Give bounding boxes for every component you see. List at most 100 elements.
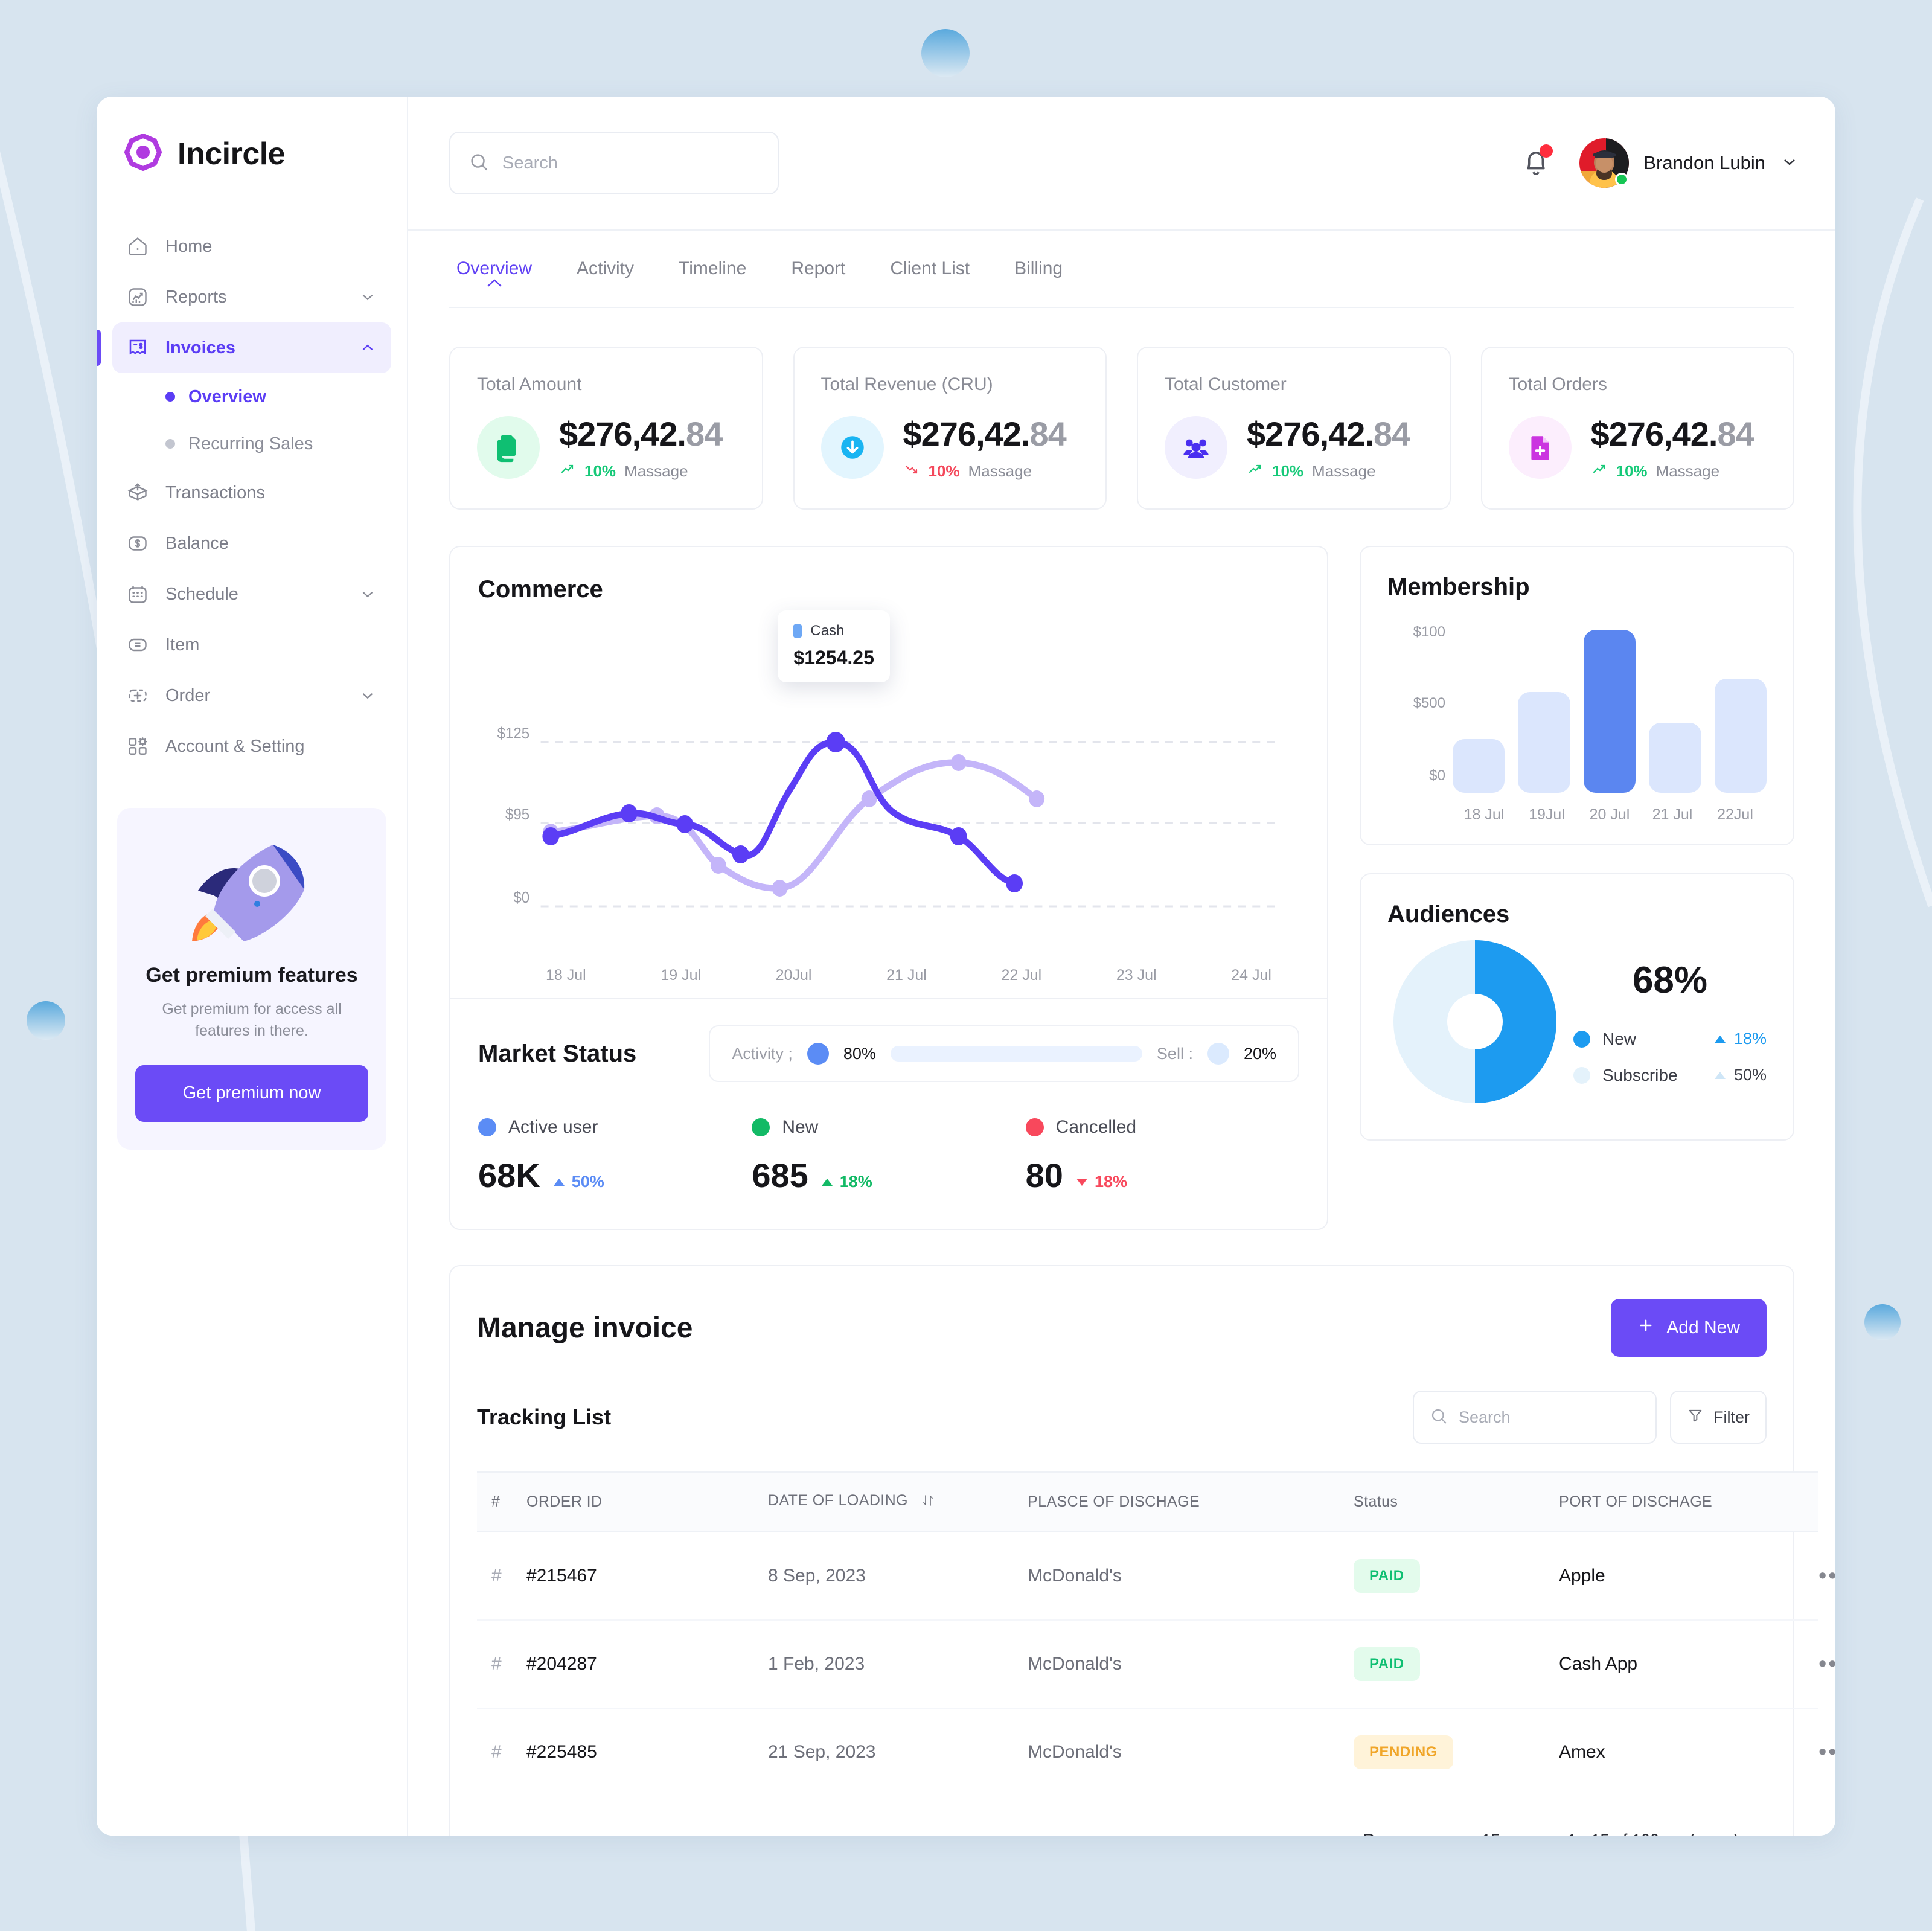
stat-value: $276,42.84 xyxy=(1590,415,1754,453)
sidebar-item-home[interactable]: Home xyxy=(112,221,391,272)
tab-report[interactable]: Report xyxy=(791,258,846,278)
row-menu-icon[interactable]: ••• xyxy=(1818,1563,1835,1589)
legend-delta: 18% xyxy=(1733,1030,1767,1048)
main-area: Brandon Lubin Overview Activity Timeline xyxy=(408,97,1835,1836)
home-icon xyxy=(126,234,150,258)
sort-icon[interactable] xyxy=(921,1493,935,1512)
sidebar-item-invoices[interactable]: Invoices xyxy=(97,322,391,373)
notification-badge xyxy=(1540,144,1553,158)
cell-place: McDonald's xyxy=(1028,1742,1122,1762)
get-premium-button[interactable]: Get premium now xyxy=(135,1065,368,1122)
commerce-tooltip: Cash $1254.25 xyxy=(778,610,890,682)
promo-subtitle: Get premium for access all features in t… xyxy=(162,1001,342,1040)
chevron-down-icon[interactable] xyxy=(357,584,378,604)
row-menu-icon[interactable]: ••• xyxy=(1818,1651,1835,1677)
sell-dot xyxy=(1207,1043,1229,1065)
status-badge: PAID xyxy=(1354,1647,1420,1681)
tab-client-list[interactable]: Client List xyxy=(890,258,970,278)
cell-hash: # xyxy=(477,1532,526,1621)
table-row[interactable]: # #204287 1 Feb, 2023 McDonald's PAID Ca… xyxy=(477,1620,1835,1709)
sidebar-item-balance[interactable]: Balance xyxy=(112,518,391,569)
sidebar-item-label: Balance xyxy=(165,533,229,553)
deco-circle-left xyxy=(27,1001,65,1040)
topbar: Brandon Lubin xyxy=(408,97,1835,231)
membership-bar[interactable] xyxy=(1518,691,1570,793)
sidebar-item-account-setting[interactable]: Account & Setting xyxy=(112,721,391,772)
status-dot xyxy=(1025,1118,1044,1136)
sidebar-item-reports[interactable]: Reports xyxy=(112,272,391,322)
stat-note: Massage xyxy=(1312,462,1376,480)
tab-activity[interactable]: Activity xyxy=(577,258,635,278)
stat-value: $276,42.84 xyxy=(559,415,723,453)
search-box[interactable] xyxy=(449,132,779,194)
previous-page-button[interactable] xyxy=(1677,1826,1705,1836)
activity-progress-bar[interactable] xyxy=(890,1046,1142,1062)
caret-up-icon xyxy=(820,1173,834,1191)
box-icon xyxy=(126,481,150,505)
sidebar-item-order[interactable]: Order xyxy=(112,670,391,721)
membership-bar-highlighted[interactable] xyxy=(1583,630,1636,793)
chevron-down-icon[interactable] xyxy=(1780,152,1799,175)
legend-dot xyxy=(1573,1030,1590,1048)
table-row[interactable]: # #225485 21 Sep, 2023 McDonald's PENDIN… xyxy=(477,1708,1835,1796)
sidebar-item-schedule[interactable]: Schedule xyxy=(112,569,391,620)
chevron-up-icon[interactable] xyxy=(357,338,378,358)
chevron-down-icon[interactable] xyxy=(357,685,378,706)
file-plus-icon xyxy=(1508,416,1572,479)
cell-date: 8 Sep, 2023 xyxy=(768,1532,1028,1621)
caret-down-icon xyxy=(1075,1173,1089,1191)
col-place-of-dischage: PLASCE OF DISCHAGE xyxy=(1028,1471,1354,1532)
sidebar-item-item[interactable]: Item xyxy=(112,620,391,670)
market-status-title: Market Status xyxy=(478,1040,637,1067)
invoice-search-input[interactable] xyxy=(1459,1407,1640,1427)
calendar-icon xyxy=(126,582,150,606)
search-input[interactable] xyxy=(502,153,760,173)
brand[interactable]: Incircle xyxy=(97,97,407,174)
filter-label: Filter xyxy=(1713,1407,1750,1426)
membership-bar[interactable] xyxy=(1714,679,1767,793)
cell-status: PAID xyxy=(1354,1532,1559,1621)
manage-invoice-card: Manage invoice Add New Tracking List xyxy=(449,1265,1835,1836)
sidebar-subitem-recurring-sales[interactable]: Recurring Sales xyxy=(112,420,391,467)
stat-title: Total Customer xyxy=(1165,374,1287,394)
legend-delta: 50% xyxy=(1733,1066,1767,1084)
sidebar-item-transactions[interactable]: Transactions xyxy=(112,467,391,518)
right-charts: Membership $100 $500 $0 xyxy=(1360,546,1794,1141)
market-col-label: Cancelled xyxy=(1055,1117,1137,1137)
stat-card-total-orders: Total Orders $276,42.84 xyxy=(1480,347,1794,510)
next-page-button[interactable] xyxy=(1723,1826,1751,1836)
invoice-search-box[interactable] xyxy=(1413,1391,1657,1444)
rows-per-page-select[interactable]: Rows per page: 15 xyxy=(1363,1830,1532,1836)
dollar-icon xyxy=(126,531,150,556)
settings-icon xyxy=(126,734,150,758)
table-row[interactable]: # #215467 8 Sep, 2023 McDonald's PAID Ap… xyxy=(477,1532,1835,1621)
chevron-down-icon[interactable] xyxy=(1515,1830,1531,1836)
pagination-range: 1 - 15 of 100 xyxy=(1567,1831,1659,1836)
tab-billing[interactable]: Billing xyxy=(1014,258,1063,278)
row-menu-icon[interactable]: ••• xyxy=(1818,1739,1835,1765)
chevron-down-icon[interactable] xyxy=(357,287,378,307)
user-menu[interactable]: Brandon Lubin xyxy=(1579,138,1799,188)
stat-value: $276,42.84 xyxy=(1247,415,1410,453)
cell-status: PAID xyxy=(1354,1620,1559,1709)
tab-overview[interactable]: Overview xyxy=(456,231,532,307)
stat-card-total-revenue: Total Revenue (CRU) $276,42.84 10% xyxy=(793,347,1107,510)
stat-delta: 10% xyxy=(1616,462,1648,480)
notifications-button[interactable] xyxy=(1520,144,1553,181)
tooltip-series-swatch xyxy=(793,624,802,638)
col-date-of-loading[interactable]: DATE OF LOADING xyxy=(768,1471,1028,1532)
tab-timeline[interactable]: Timeline xyxy=(679,258,747,278)
membership-bar[interactable] xyxy=(1453,738,1505,793)
add-new-button[interactable]: Add New xyxy=(1611,1299,1767,1357)
topbar-right: Brandon Lubin xyxy=(1520,138,1799,188)
add-new-label: Add New xyxy=(1666,1318,1740,1337)
membership-bar[interactable] xyxy=(1649,722,1701,793)
documents-icon xyxy=(477,416,540,479)
avatar xyxy=(1579,138,1630,188)
search-icon xyxy=(1430,1407,1448,1428)
sidebar-subitem-overview[interactable]: Overview xyxy=(112,373,391,420)
cell-date: 1 Feb, 2023 xyxy=(768,1620,1028,1709)
audiences-title: Audiences xyxy=(1387,901,1510,927)
manage-invoice-title: Manage invoice xyxy=(477,1311,693,1344)
filter-button[interactable]: Filter xyxy=(1670,1391,1767,1444)
